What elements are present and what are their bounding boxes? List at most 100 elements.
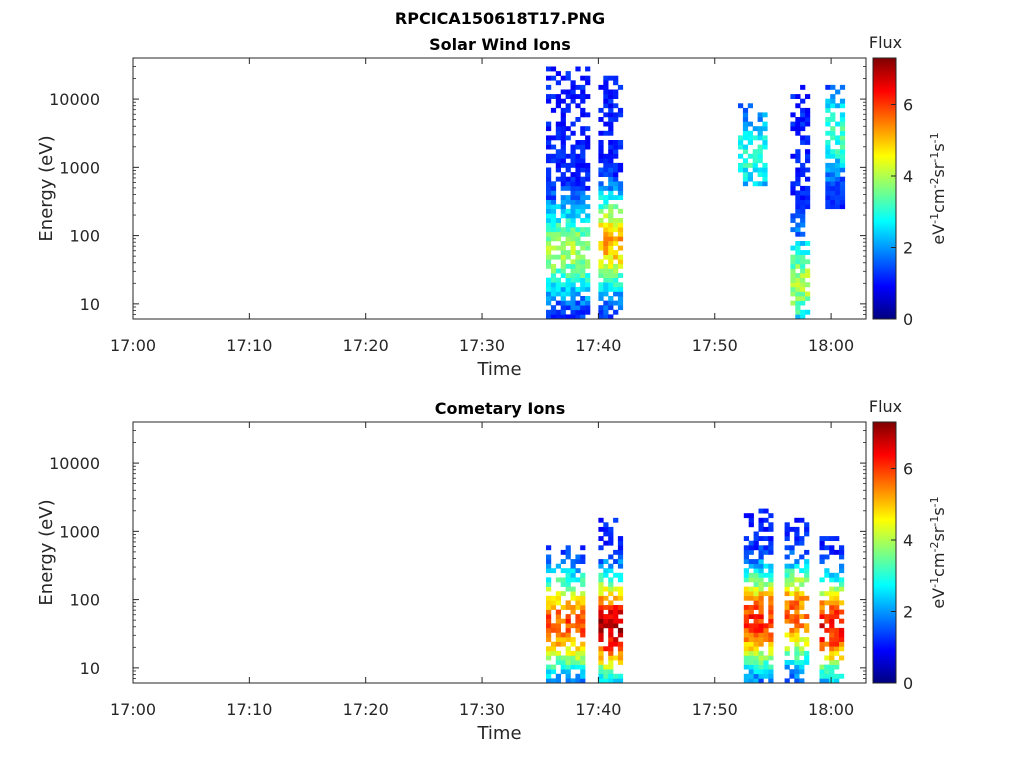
heatmap-cell <box>742 107 749 113</box>
heatmap-cell <box>747 103 753 109</box>
heatmap-cell <box>546 568 552 574</box>
heatmap-cell <box>598 149 604 155</box>
heatmap-cell <box>608 637 614 642</box>
heatmap-cell <box>800 273 806 278</box>
heatmap-cell <box>824 536 830 541</box>
heatmap-cell <box>580 112 586 118</box>
heatmap-cell <box>560 204 566 210</box>
heatmap-cell <box>546 213 552 219</box>
heatmap-cell <box>598 195 604 200</box>
heatmap-cell <box>613 162 619 168</box>
heatmap-cell <box>757 144 763 150</box>
heatmap-cell <box>560 158 566 164</box>
heatmap-cell <box>570 641 576 647</box>
x-tick-label: 17:20 <box>343 700 389 719</box>
heatmap-cell <box>839 140 846 145</box>
heatmap-cell <box>768 650 774 656</box>
heatmap-cell <box>752 162 758 168</box>
heatmap-cell <box>804 568 810 574</box>
heatmap-cell <box>565 618 571 624</box>
heatmap-cell <box>550 277 557 283</box>
heatmap-cell <box>570 577 576 583</box>
heatmap-cell <box>758 660 764 665</box>
heatmap-cell <box>824 673 830 679</box>
heatmap-cell <box>546 218 552 223</box>
heatmap-cell <box>608 273 614 278</box>
heatmap-cell <box>768 655 774 661</box>
heatmap-cell <box>768 609 774 615</box>
heatmap-cell <box>839 563 845 569</box>
heatmap-cell <box>825 204 831 210</box>
heatmap-cell <box>546 277 552 283</box>
heatmap-cell <box>575 84 581 90</box>
x-tick-label: 17:10 <box>226 700 272 719</box>
heatmap-cell <box>748 641 754 647</box>
heatmap-cell <box>829 618 835 624</box>
heatmap-cell <box>613 103 619 109</box>
heatmap-cell <box>560 185 566 191</box>
x-tick-label: 17:40 <box>575 336 621 355</box>
heatmap-cell <box>550 107 557 113</box>
heatmap-cell <box>804 627 810 633</box>
heatmap-cell <box>546 98 552 104</box>
heatmap-cell <box>794 641 800 647</box>
heatmap-cell <box>580 199 586 205</box>
heatmap-cell <box>829 637 835 642</box>
heatmap-cell <box>608 176 614 182</box>
heatmap-cell <box>560 130 566 136</box>
heatmap-cell <box>550 650 557 656</box>
heatmap-cell <box>580 241 586 246</box>
heatmap-cell <box>570 623 576 629</box>
heatmap-cell <box>608 650 614 656</box>
heatmap-cell <box>824 568 830 574</box>
heatmap-cell <box>575 559 581 564</box>
heatmap-cell <box>603 614 609 619</box>
heatmap-cell <box>617 554 624 560</box>
heatmap-cell <box>598 241 604 246</box>
heatmap-cell <box>546 314 552 320</box>
heatmap-cell <box>763 664 769 670</box>
heatmap-cell <box>747 135 753 141</box>
heatmap-cell <box>608 245 614 251</box>
heatmap-cell <box>580 554 586 560</box>
heatmap-cell <box>608 218 614 223</box>
heatmap-cell <box>819 641 825 647</box>
heatmap-cell <box>824 664 830 670</box>
heatmap-cell <box>758 664 764 670</box>
heatmap-cell <box>580 273 586 278</box>
heatmap-cell <box>824 545 830 551</box>
heatmap-cell <box>617 195 624 200</box>
heatmap-cell <box>546 75 552 81</box>
heatmap-cell <box>743 637 749 642</box>
heatmap-cell <box>824 614 830 619</box>
heatmap-cell <box>546 208 552 214</box>
heatmap-cell <box>613 117 619 122</box>
heatmap-cell <box>834 664 840 670</box>
heatmap-cell <box>743 513 749 519</box>
heatmap-cell <box>794 669 800 675</box>
heatmap-cell <box>829 586 835 592</box>
heatmap-cell <box>565 71 571 76</box>
heatmap-cell <box>805 117 811 122</box>
heatmap-cell <box>748 655 754 661</box>
heatmap-cell <box>795 190 801 196</box>
heatmap-cell <box>839 167 846 173</box>
heatmap-cell <box>546 181 552 187</box>
heatmap-cell <box>800 208 806 214</box>
heatmap-cell <box>757 112 763 118</box>
heatmap-cell <box>829 650 835 656</box>
heatmap-cell <box>603 167 609 173</box>
heatmap-cell <box>743 627 749 633</box>
heatmap-cell <box>835 204 841 210</box>
heatmap-cell <box>768 526 774 532</box>
heatmap-cell <box>762 162 768 168</box>
heatmap-cell <box>800 277 806 283</box>
heatmap-cell <box>839 641 845 647</box>
heatmap-cell <box>795 176 801 182</box>
heatmap-cell <box>546 632 552 638</box>
heatmap-cell <box>585 277 591 283</box>
heatmap-cell <box>743 549 749 555</box>
heatmap-cell <box>758 678 764 684</box>
heatmap-cell <box>560 254 566 260</box>
heatmap-cell <box>795 296 801 301</box>
